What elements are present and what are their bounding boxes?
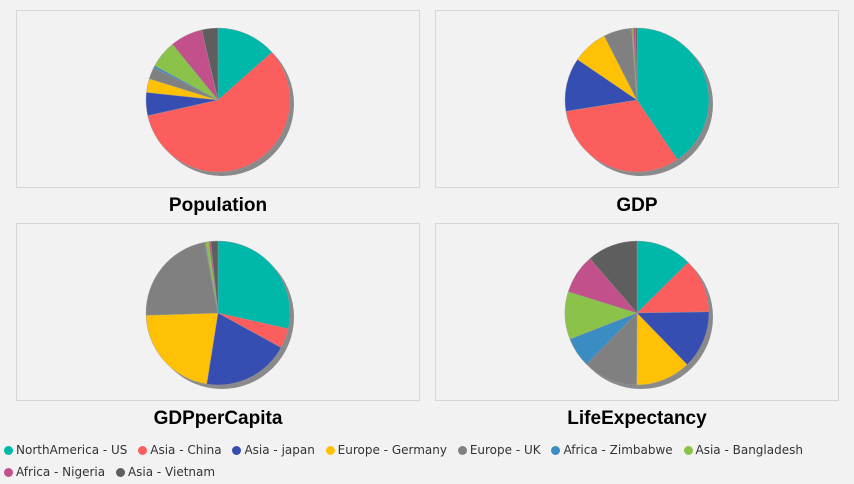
legend-item-zimbabwe[interactable]: Africa - Zimbabwe <box>551 440 673 461</box>
legend-dot-icon <box>138 446 148 455</box>
gdp-chart-title: GDP <box>616 195 658 216</box>
pie-slice[interactable] <box>147 52 291 173</box>
pie-slice[interactable] <box>210 240 219 314</box>
pie-slice[interactable] <box>145 312 219 385</box>
gdppercapita-chart-title: GDPperCapita <box>153 408 283 429</box>
legend-item-china[interactable]: Asia - China <box>138 440 222 461</box>
pie-slice[interactable] <box>206 312 282 386</box>
legend-item-uk[interactable]: Europe - UK <box>457 440 541 461</box>
legend-item-nigeria[interactable]: Africa - Nigeria <box>4 462 105 483</box>
gdp-pie-chart <box>564 27 713 176</box>
legend-dot-icon <box>4 446 13 455</box>
legend-dot-icon <box>457 446 467 455</box>
pie-slice[interactable] <box>636 240 689 314</box>
pie-slice[interactable] <box>201 27 219 101</box>
legend-dot-icon <box>4 468 13 477</box>
legend-item-us[interactable]: NorthAmerica - US <box>4 440 127 461</box>
legend-dot-icon <box>232 446 242 455</box>
pie-slice[interactable] <box>636 311 710 365</box>
legend-dot-icon <box>683 446 693 455</box>
pie-slice[interactable] <box>635 27 638 101</box>
pie-slice[interactable] <box>217 240 291 329</box>
pie-slice[interactable] <box>565 99 678 173</box>
lifeexpectancy-pie-chart <box>564 240 713 389</box>
population-chart-title: Population <box>168 195 268 216</box>
legend-item-bangladesh[interactable]: Asia - Bangladesh <box>683 440 803 461</box>
legend-item-vietnam[interactable]: Asia - Vietnam <box>115 462 215 483</box>
legend-item-germany[interactable]: Europe - Germany <box>325 440 447 461</box>
pie-slice[interactable] <box>636 27 710 160</box>
legend-dot-icon <box>325 446 335 455</box>
legend-dot-icon <box>551 446 561 455</box>
pie-slice[interactable] <box>145 242 219 316</box>
chart-legend: NorthAmerica - US Asia - China Asia - ja… <box>4 440 850 484</box>
population-pie-chart <box>145 27 294 176</box>
pie-slice[interactable] <box>217 27 273 101</box>
lifeexpectancy-chart-title: LifeExpectancy <box>567 408 707 429</box>
pie-slice[interactable] <box>589 240 638 314</box>
legend-dot-icon <box>115 468 125 477</box>
gdppercapita-pie-chart <box>145 240 294 389</box>
legend-item-japan[interactable]: Asia - japan <box>232 440 315 461</box>
